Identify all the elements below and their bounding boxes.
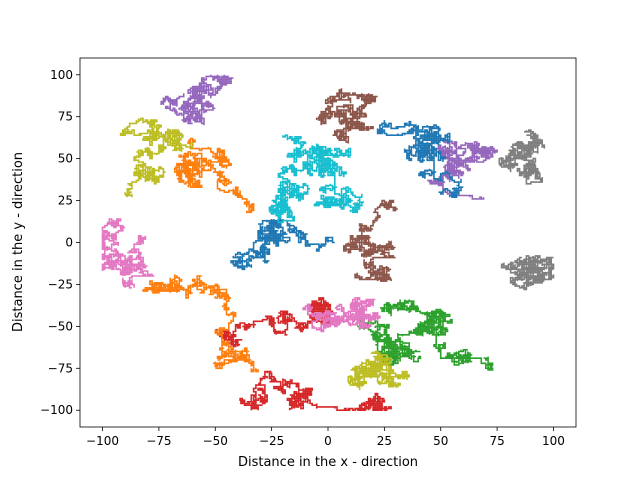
x-tick-label: −25 bbox=[259, 434, 284, 448]
y-tick-label: −100 bbox=[40, 403, 73, 417]
x-tick-label: 50 bbox=[433, 434, 448, 448]
random-walk-series-8 bbox=[500, 255, 555, 291]
random-walk-series-7 bbox=[101, 218, 155, 289]
random-walk-series-11 bbox=[376, 120, 464, 198]
x-axis-label: Distance in the x - direction bbox=[238, 455, 418, 470]
random-walk-series-14 bbox=[239, 370, 392, 412]
random-walk-series-20 bbox=[304, 143, 365, 214]
series-layer bbox=[101, 74, 555, 412]
y-tick-label: 100 bbox=[50, 68, 73, 82]
random-walk-series-17 bbox=[302, 297, 381, 333]
x-tick-label: 0 bbox=[324, 434, 332, 448]
y-tick-label: 25 bbox=[58, 194, 73, 208]
random-walk-series-6 bbox=[315, 88, 378, 144]
x-tick-label: 25 bbox=[377, 434, 392, 448]
x-tick-label: 100 bbox=[542, 434, 565, 448]
random-walk-series-15 bbox=[160, 74, 234, 126]
x-tick-label: −50 bbox=[203, 434, 228, 448]
y-tick-label: 50 bbox=[58, 152, 73, 166]
random-walk-series-10 bbox=[268, 134, 325, 224]
x-tick-label: −75 bbox=[146, 434, 171, 448]
x-tick-label: −100 bbox=[86, 434, 119, 448]
y-tick-label: 75 bbox=[58, 110, 73, 124]
random-walk-series-2 bbox=[173, 137, 255, 214]
x-axis-ticks: −100 −75 −50 −25 0 25 50 75 100 bbox=[86, 427, 565, 448]
random-walk-series-13 bbox=[379, 299, 494, 371]
random-walk-series-16 bbox=[342, 199, 398, 282]
random-walk-series-12 bbox=[142, 274, 259, 373]
random-walk-series-9 bbox=[347, 350, 411, 391]
y-tick-label: −75 bbox=[48, 361, 73, 375]
random-walk-series-19 bbox=[119, 117, 194, 198]
x-tick-label: 75 bbox=[489, 434, 504, 448]
y-axis-ticks: −100 −75 −50 −25 0 25 50 75 100 bbox=[40, 68, 80, 417]
random-walk-series-5 bbox=[427, 140, 498, 200]
y-tick-label: −25 bbox=[48, 277, 73, 291]
y-axis-label: Distance in the y - direction bbox=[11, 152, 26, 332]
random-walk-series-18 bbox=[498, 129, 546, 185]
y-tick-label: 0 bbox=[65, 236, 73, 250]
y-tick-label: −50 bbox=[48, 319, 73, 333]
